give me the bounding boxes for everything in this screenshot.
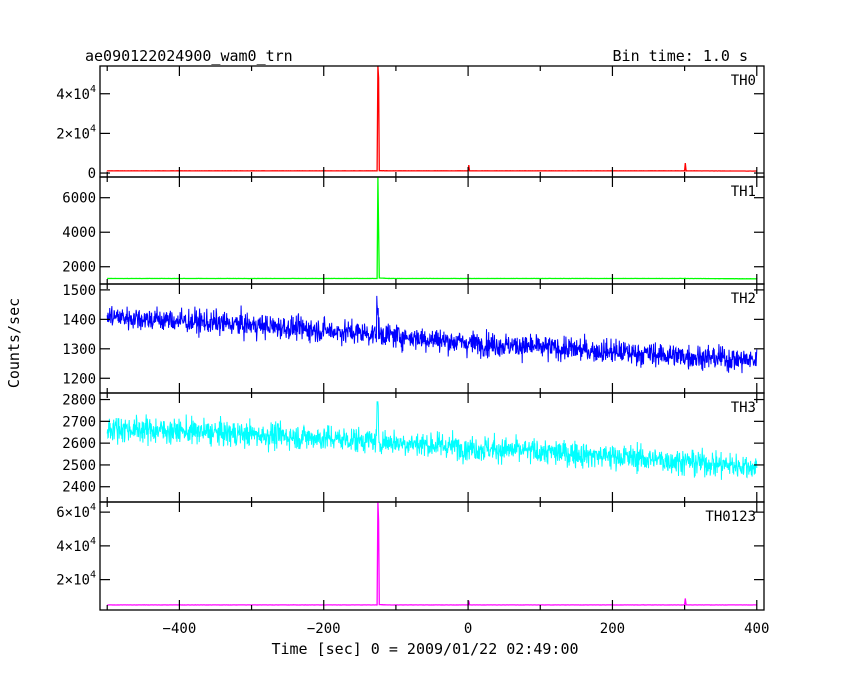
- panel-th0: 0 2×104 4×104 TH0: [56, 65, 765, 182]
- y-tick-label-th3: 2400: [62, 480, 96, 496]
- x-tick-label: −400: [163, 621, 197, 637]
- panel-frame-th0123: [99, 501, 765, 611]
- panel-th3: 2400 2500 2600 2700 2800 TH3: [62, 392, 765, 503]
- y-tick-label-th1: 4000: [62, 225, 96, 241]
- y-tick-label-th1: 2000: [62, 260, 96, 276]
- y-tick-label-th0123: 4×104: [56, 536, 96, 555]
- x-tick-label: 200: [600, 621, 625, 637]
- chart-title: ae090122024900_wam0_trn: [85, 47, 293, 65]
- y-tick-label-th3: 2500: [62, 458, 96, 474]
- panel-name-th0: TH0: [731, 73, 756, 89]
- y-tick-label-th0: 4×104: [56, 84, 96, 103]
- panel-name-th1: TH1: [731, 184, 756, 200]
- y-tick-label-th1: 6000: [62, 191, 96, 207]
- panel-name-th0123: TH0123: [705, 509, 756, 525]
- y-tick-label-th0: 2×104: [56, 123, 96, 142]
- series-line-th2: [106, 295, 758, 374]
- panel-th0123: 2×104 4×104 6×104 TH0123: [56, 501, 765, 611]
- panel-th1: 2000 4000 6000 TH1: [62, 176, 765, 285]
- x-tick-label: 400: [744, 621, 769, 637]
- y-tick-label-th2: 1500: [62, 283, 96, 299]
- x-tick-label: −200: [307, 621, 341, 637]
- y-tick-label-th0123: 6×104: [56, 502, 96, 521]
- panel-frame-th0: [99, 65, 765, 178]
- x-axis-label: Time [sec] 0 = 2009/01/22 02:49:00: [271, 640, 578, 658]
- y-tick-label-th3: 2700: [62, 414, 96, 430]
- x-tick-labels: −400 −200 0 200 400: [163, 621, 770, 637]
- x-tick-label: 0: [464, 621, 472, 637]
- y-tick-label-th3: 2600: [62, 436, 96, 452]
- y-tick-label-th0123: 2×104: [56, 570, 96, 589]
- chart-subtitle: Bin time: 1.0 s: [613, 47, 748, 65]
- y-tick-label-th0: 0: [88, 166, 96, 182]
- y-tick-label-th2: 1400: [62, 312, 96, 328]
- series-line-th0123: [107, 502, 757, 606]
- panel-name-th3: TH3: [731, 400, 756, 416]
- y-tick-label-th2: 1200: [62, 371, 96, 387]
- panel-name-th2: TH2: [731, 291, 756, 307]
- y-tick-label-th2: 1300: [62, 342, 96, 358]
- series-line-th0: [106, 66, 757, 172]
- y-tick-label-th3: 2800: [62, 393, 96, 409]
- panel-th2: 1200 1300 1400 1500 TH2: [62, 283, 765, 394]
- series-line-th3: [106, 401, 758, 480]
- series-line-th1: [107, 177, 758, 280]
- y-axis-label: Counts/sec: [5, 298, 23, 388]
- panels-group: 0 2×104 4×104 TH0 2000 4000 6000 TH1 1200 1300 140…: [56, 65, 765, 611]
- panel-frame-th1: [99, 176, 765, 285]
